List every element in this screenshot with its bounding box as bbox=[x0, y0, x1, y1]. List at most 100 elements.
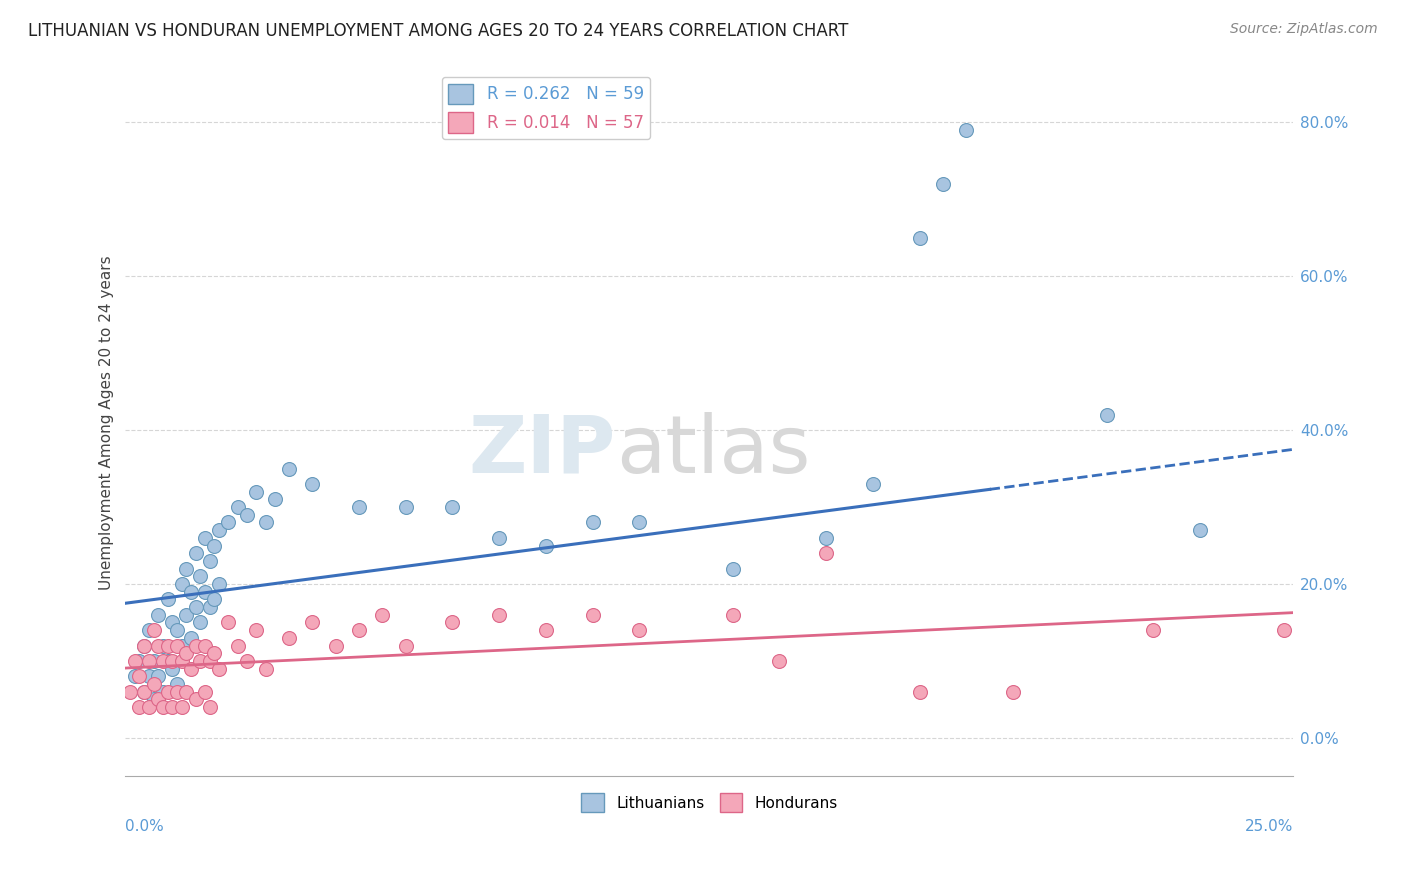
Point bbox=[815, 531, 838, 545]
Legend: Lithuanians, Hondurans: Lithuanians, Hondurans bbox=[575, 788, 844, 818]
Point bbox=[156, 639, 179, 653]
Point bbox=[120, 684, 142, 698]
Point bbox=[188, 615, 211, 630]
Point bbox=[1188, 523, 1211, 537]
Point bbox=[142, 623, 165, 637]
Point bbox=[152, 684, 174, 698]
Point bbox=[1272, 623, 1295, 637]
Point bbox=[721, 561, 744, 575]
Point bbox=[202, 592, 225, 607]
Point bbox=[146, 639, 169, 653]
Point bbox=[156, 684, 179, 698]
Point bbox=[371, 607, 394, 622]
Point bbox=[198, 700, 221, 714]
Point bbox=[488, 607, 510, 622]
Point bbox=[254, 662, 277, 676]
Point bbox=[1002, 684, 1025, 698]
Point bbox=[1142, 623, 1164, 637]
Point bbox=[202, 646, 225, 660]
Point bbox=[134, 639, 156, 653]
Text: LITHUANIAN VS HONDURAN UNEMPLOYMENT AMONG AGES 20 TO 24 YEARS CORRELATION CHART: LITHUANIAN VS HONDURAN UNEMPLOYMENT AMON… bbox=[28, 22, 848, 40]
Point bbox=[278, 631, 301, 645]
Point bbox=[217, 516, 239, 530]
Point bbox=[160, 700, 183, 714]
Point bbox=[488, 531, 510, 545]
Point bbox=[395, 500, 418, 514]
Point bbox=[124, 669, 146, 683]
Point bbox=[862, 477, 884, 491]
Point bbox=[628, 516, 651, 530]
Point bbox=[208, 662, 231, 676]
Point bbox=[170, 639, 193, 653]
Point bbox=[166, 623, 188, 637]
Point bbox=[170, 577, 193, 591]
Point bbox=[582, 607, 605, 622]
Point bbox=[254, 516, 277, 530]
Point bbox=[152, 654, 174, 668]
Point bbox=[768, 654, 790, 668]
Point bbox=[236, 654, 259, 668]
Y-axis label: Unemployment Among Ages 20 to 24 years: Unemployment Among Ages 20 to 24 years bbox=[100, 255, 114, 590]
Point bbox=[198, 654, 221, 668]
Point bbox=[138, 623, 160, 637]
Point bbox=[582, 516, 605, 530]
Point bbox=[152, 639, 174, 653]
Point bbox=[174, 607, 197, 622]
Point bbox=[264, 492, 287, 507]
Point bbox=[226, 500, 249, 514]
Point bbox=[184, 639, 207, 653]
Point bbox=[188, 654, 211, 668]
Point bbox=[184, 600, 207, 615]
Text: atlas: atlas bbox=[616, 412, 810, 490]
Point bbox=[134, 684, 156, 698]
Point bbox=[347, 500, 370, 514]
Point bbox=[152, 700, 174, 714]
Text: 0.0%: 0.0% bbox=[125, 819, 165, 834]
Point bbox=[198, 554, 221, 568]
Point bbox=[128, 654, 150, 668]
Point bbox=[245, 623, 267, 637]
Point bbox=[202, 539, 225, 553]
Point bbox=[721, 607, 744, 622]
Point bbox=[441, 615, 464, 630]
Point bbox=[128, 669, 150, 683]
Point bbox=[160, 654, 183, 668]
Point bbox=[301, 477, 323, 491]
Point bbox=[226, 639, 249, 653]
Point bbox=[628, 623, 651, 637]
Point bbox=[142, 654, 165, 668]
Point bbox=[184, 692, 207, 706]
Point bbox=[142, 692, 165, 706]
Point bbox=[188, 569, 211, 583]
Point bbox=[160, 615, 183, 630]
Point bbox=[134, 639, 156, 653]
Point bbox=[236, 508, 259, 522]
Point bbox=[955, 123, 977, 137]
Point bbox=[142, 677, 165, 691]
Point bbox=[194, 639, 217, 653]
Point bbox=[146, 607, 169, 622]
Point bbox=[180, 584, 202, 599]
Point bbox=[166, 677, 188, 691]
Point bbox=[534, 539, 557, 553]
Point bbox=[217, 615, 239, 630]
Point bbox=[198, 600, 221, 615]
Text: 25.0%: 25.0% bbox=[1244, 819, 1294, 834]
Point bbox=[534, 623, 557, 637]
Point bbox=[124, 654, 146, 668]
Point bbox=[156, 592, 179, 607]
Point bbox=[194, 584, 217, 599]
Point bbox=[278, 461, 301, 475]
Point bbox=[908, 231, 931, 245]
Point bbox=[208, 523, 231, 537]
Point bbox=[138, 669, 160, 683]
Point bbox=[138, 654, 160, 668]
Point bbox=[301, 615, 323, 630]
Point bbox=[180, 631, 202, 645]
Point bbox=[245, 484, 267, 499]
Point bbox=[347, 623, 370, 637]
Text: Source: ZipAtlas.com: Source: ZipAtlas.com bbox=[1230, 22, 1378, 37]
Point bbox=[908, 684, 931, 698]
Point bbox=[932, 177, 955, 191]
Point bbox=[170, 700, 193, 714]
